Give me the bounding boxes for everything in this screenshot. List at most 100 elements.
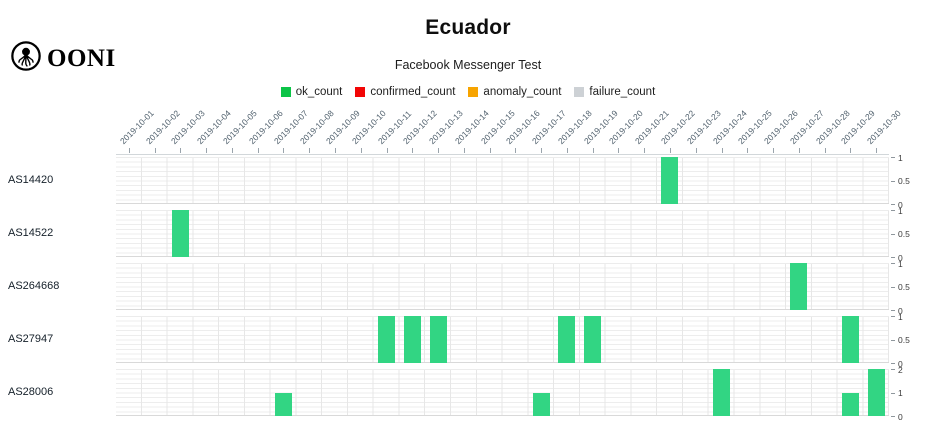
grid-panel-AS14522 bbox=[116, 210, 889, 257]
bar-AS14522-2019-10-03[interactable] bbox=[171, 210, 189, 257]
x-axis-tick bbox=[386, 148, 388, 153]
y-axis-tick bbox=[891, 369, 895, 370]
chart-legend: ok_count confirmed_count anomaly_count fail… bbox=[30, 86, 906, 98]
row-label-AS14420: AS14420 bbox=[8, 174, 54, 186]
x-axis-tick bbox=[154, 148, 156, 153]
x-axis-tick bbox=[438, 148, 440, 153]
legend-item-failure_count[interactable]: failure_count bbox=[574, 86, 655, 98]
bar-AS28006-2019-10-24[interactable] bbox=[713, 369, 731, 416]
bar-AS28006-2019-10-07[interactable] bbox=[274, 392, 292, 416]
bar-AS27947-2019-10-29[interactable] bbox=[841, 316, 859, 363]
grid-panel-AS28006 bbox=[116, 369, 889, 416]
x-axis-tick bbox=[257, 148, 259, 153]
y-axis-tick-label: 1 bbox=[898, 152, 903, 163]
y-axis-tick bbox=[891, 263, 895, 264]
legend-swatch-confirmed_count bbox=[355, 87, 366, 97]
y-axis-tick bbox=[891, 310, 895, 311]
x-axis-tick bbox=[463, 148, 465, 153]
bar-AS27947-2019-10-13[interactable] bbox=[429, 316, 447, 363]
y-axis-tick-label: 0 bbox=[898, 305, 903, 316]
x-axis-tick bbox=[798, 148, 800, 153]
bar-AS27947-2019-10-18[interactable] bbox=[558, 316, 576, 363]
x-axis-tick bbox=[231, 148, 233, 153]
grid-panel-AS264668 bbox=[116, 263, 889, 310]
y-axis-tick-label: 1 bbox=[898, 258, 903, 269]
y-axis-tick-label: 0 bbox=[898, 252, 903, 263]
legend-item-anomaly_count[interactable]: anomaly_count bbox=[468, 86, 561, 98]
legend-label: failure_count bbox=[589, 86, 656, 98]
y-axis-tick-label: 2 bbox=[898, 364, 903, 375]
x-axis-tick bbox=[309, 148, 311, 153]
y-axis-tick bbox=[891, 257, 895, 258]
legend-swatch-failure_count bbox=[574, 87, 585, 97]
x-axis-tick bbox=[669, 148, 671, 153]
bar-AS14420-2019-10-22[interactable] bbox=[661, 157, 679, 204]
y-axis-tick bbox=[891, 157, 895, 158]
bar-AS27947-2019-10-12[interactable] bbox=[403, 316, 421, 363]
row-label-AS264668: AS264668 bbox=[8, 280, 60, 292]
legend-item-ok_count[interactable]: ok_count bbox=[280, 86, 343, 98]
y-axis-tick-label: 0.5 bbox=[898, 282, 910, 292]
x-axis-line bbox=[116, 154, 889, 155]
x-axis-tick bbox=[824, 148, 826, 153]
bar-AS264668-2019-10-27[interactable] bbox=[790, 263, 808, 310]
x-axis-tick bbox=[412, 148, 414, 153]
ooni-logo-wordmark: OONI bbox=[47, 44, 116, 72]
x-axis-tick bbox=[773, 148, 775, 153]
y-axis-tick bbox=[891, 180, 895, 182]
x-axis-tick bbox=[541, 148, 543, 153]
y-axis-tick bbox=[891, 210, 895, 211]
ooni-logo: OONI bbox=[10, 40, 116, 77]
grid-panel-AS27947 bbox=[116, 316, 889, 363]
y-axis-tick bbox=[891, 392, 895, 394]
y-axis-tick bbox=[891, 363, 895, 364]
legend-item-confirmed_count[interactable]: confirmed_count bbox=[355, 86, 455, 98]
y-axis-tick-label: 0.5 bbox=[898, 176, 910, 186]
legend-swatch-anomaly_count bbox=[468, 87, 479, 97]
ooni-octopus-icon bbox=[10, 40, 42, 77]
x-axis-tick bbox=[644, 148, 646, 153]
row-label-AS27947: AS27947 bbox=[8, 333, 54, 345]
legend-label: ok_count bbox=[295, 86, 343, 98]
bar-AS28006-2019-10-29[interactable] bbox=[841, 392, 859, 416]
y-axis-tick bbox=[891, 416, 895, 417]
legend-label: anomaly_count bbox=[483, 86, 562, 98]
y-axis-tick bbox=[891, 316, 895, 317]
grid-panel-AS14420 bbox=[116, 157, 889, 204]
y-axis-tick-label: 1 bbox=[898, 388, 903, 398]
row-label-AS14522: AS14522 bbox=[8, 227, 54, 239]
x-axis-tick bbox=[618, 148, 620, 153]
y-axis-tick-label: 0.5 bbox=[898, 335, 910, 345]
bar-AS28006-2019-10-30[interactable] bbox=[867, 369, 885, 416]
y-axis-tick bbox=[891, 339, 895, 341]
y-axis-tick-label: 0 bbox=[898, 358, 903, 369]
y-axis-tick-label: 1 bbox=[898, 311, 903, 322]
x-axis-tick bbox=[592, 148, 594, 153]
x-axis-tick bbox=[360, 148, 362, 153]
chart-subtitle: Facebook Messenger Test bbox=[394, 58, 542, 72]
x-axis-tick bbox=[128, 148, 130, 153]
chart-title: Ecuador bbox=[425, 16, 511, 39]
y-axis-tick bbox=[891, 204, 895, 205]
bar-AS27947-2019-10-11[interactable] bbox=[378, 316, 396, 363]
x-axis-tick bbox=[335, 148, 337, 153]
x-axis-tick bbox=[566, 148, 568, 153]
legend-label: confirmed_count bbox=[370, 86, 456, 98]
bar-AS27947-2019-10-19[interactable] bbox=[584, 316, 602, 363]
x-axis-tick bbox=[180, 148, 182, 153]
x-axis-tick bbox=[515, 148, 517, 153]
y-axis-tick-label: 0 bbox=[898, 199, 903, 210]
y-axis-tick-label: 0 bbox=[898, 411, 903, 422]
legend-swatch-ok_count bbox=[280, 87, 291, 97]
x-axis-tick bbox=[876, 148, 878, 153]
x-axis-tick bbox=[850, 148, 852, 153]
x-axis-tick bbox=[489, 148, 491, 153]
y-axis-tick bbox=[891, 286, 895, 288]
bar-AS28006-2019-10-17[interactable] bbox=[532, 392, 550, 416]
x-axis-tick bbox=[283, 148, 285, 153]
x-axis-tick bbox=[206, 148, 208, 153]
y-axis-tick-label: 0.5 bbox=[898, 229, 910, 239]
y-axis-tick bbox=[891, 233, 895, 235]
x-axis-tick bbox=[747, 148, 749, 153]
